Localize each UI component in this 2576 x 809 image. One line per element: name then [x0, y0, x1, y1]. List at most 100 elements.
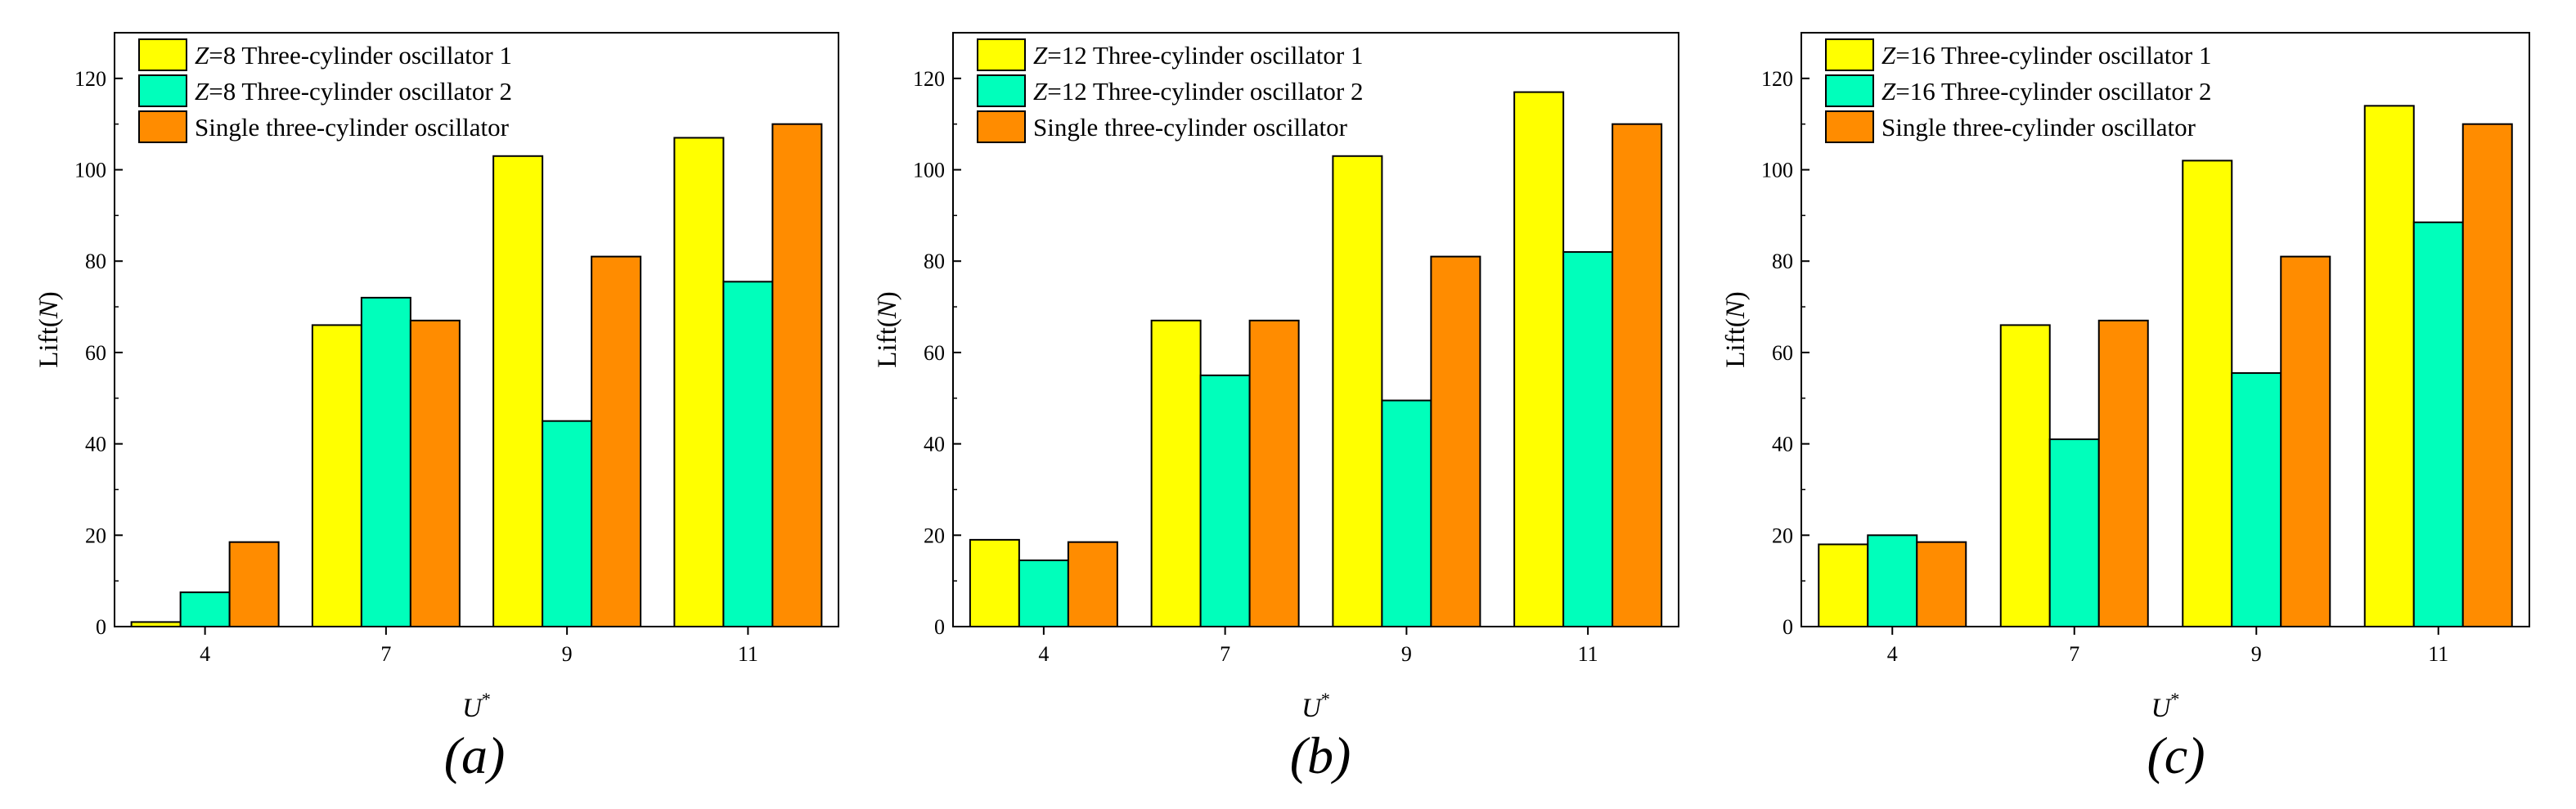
legend-swatch-3 [977, 110, 1026, 143]
legend-swatch-2 [138, 74, 187, 107]
y-tick-label: 20 [85, 524, 106, 547]
bar-2-7 [1199, 374, 1251, 627]
y-tick-label: 0 [1783, 615, 1793, 639]
y-tick-label: 40 [85, 433, 106, 456]
bar-1-9 [1332, 155, 1383, 628]
bar-1-7 [1999, 324, 2051, 627]
legend-label-3: Single three-cylinder oscillator [195, 113, 510, 142]
legend-label-1: Z=8 Three-cylinder oscillator 1 [195, 41, 512, 70]
chart-panel-2: 0 20 40 60 80 100 120 4 7 9 11 U* Lift(N) Z=12 Three-… [873, 32, 1679, 784]
x-tick-label: 7 [2069, 642, 2079, 666]
bar-3-7 [409, 319, 461, 627]
bar-2-7 [2048, 438, 2100, 627]
x-tick-label: 9 [1401, 642, 1412, 666]
bar-2-4 [1018, 560, 1069, 627]
y-tick-label: 20 [1772, 524, 1793, 547]
legend-label-2: Z=8 Three-cylinder oscillator 2 [195, 77, 512, 106]
y-tick-label: 40 [924, 433, 945, 456]
y-tick-label: 80 [1772, 249, 1793, 273]
y-tick-label: 100 [913, 159, 945, 182]
y-axis-label: Lift(N) [873, 291, 902, 368]
y-tick-label: 100 [1761, 159, 1793, 182]
panel-label: (a) [444, 726, 506, 784]
bar-1-9 [2182, 160, 2233, 628]
x-tick-label: 9 [2251, 642, 2262, 666]
bar-3-9 [591, 255, 642, 627]
legend-swatch-1 [138, 38, 187, 71]
bar-1-7 [311, 324, 362, 627]
x-tick-label: 4 [1038, 642, 1049, 666]
x-axis-label: U* [1301, 689, 1330, 723]
bar-3-9 [2280, 255, 2331, 627]
y-tick-label: 20 [924, 524, 945, 547]
bar-3-4 [1067, 541, 1118, 628]
y-tick-label: 120 [1761, 67, 1793, 91]
bar-2-11 [722, 281, 774, 627]
bar-3-7 [1248, 319, 1300, 627]
y-tick-label: 60 [924, 341, 945, 365]
y-tick-label: 60 [85, 341, 106, 365]
legend-label-3: Single three-cylinder oscillator [1033, 113, 1348, 142]
bar-1-11 [1513, 91, 1565, 628]
y-tick-label: 100 [74, 159, 106, 182]
x-tick-label: 4 [200, 642, 210, 666]
legend-swatch-2 [1825, 74, 1874, 107]
x-tick-label: 11 [738, 642, 758, 666]
x-tick-label: 9 [562, 642, 573, 666]
y-tick-label: 120 [74, 67, 106, 91]
bar-1-9 [492, 155, 544, 628]
bar-1-11 [2363, 105, 2415, 628]
panel-label: (b) [1290, 726, 1351, 784]
legend-label-3: Single three-cylinder oscillator [1881, 113, 2196, 142]
x-tick-label: 4 [1887, 642, 1898, 666]
bar-3-11 [1612, 123, 1663, 627]
bar-2-9 [1381, 399, 1432, 627]
axes-frame [1801, 32, 2530, 627]
bar-1-4 [969, 538, 1020, 628]
y-tick-label: 80 [924, 249, 945, 273]
legend-swatch-2 [977, 74, 1026, 107]
bar-2-7 [360, 296, 411, 627]
x-tick-label: 7 [380, 642, 391, 666]
legend-label-2: Z=12 Three-cylinder oscillator 2 [1033, 77, 1363, 106]
x-axis-label: U* [2151, 689, 2180, 723]
bar-3-7 [2097, 319, 2149, 627]
bar-1-4 [1818, 543, 1869, 628]
y-tick-label: 40 [1772, 433, 1793, 456]
bar-3-9 [1430, 255, 1481, 627]
chart-panel-1: 0 20 40 60 80 100 120 4 7 9 11 U* Lift(N) Z=8 Three-c… [34, 32, 839, 784]
y-tick-label: 60 [1772, 341, 1793, 365]
legend-swatch-3 [1825, 110, 1874, 143]
bar-1-11 [673, 137, 725, 627]
y-tick-label: 120 [913, 67, 945, 91]
legend-swatch-3 [138, 110, 187, 143]
legend-swatch-1 [1825, 38, 1874, 71]
legend-label-1: Z=16 Three-cylinder oscillator 1 [1881, 41, 2211, 70]
bar-3-11 [2461, 123, 2513, 627]
bar-1-4 [130, 621, 182, 628]
bar-1-7 [1150, 319, 1202, 627]
legend-label-2: Z=16 Three-cylinder oscillator 2 [1881, 77, 2211, 106]
bar-2-4 [1867, 534, 1918, 627]
axes-frame [114, 32, 839, 627]
y-axis-label: Lift(N) [1721, 291, 1751, 368]
y-tick-label: 0 [934, 615, 945, 639]
y-tick-label: 80 [85, 249, 106, 273]
bar-2-9 [542, 420, 593, 628]
legend-swatch-1 [977, 38, 1026, 71]
legend-label-1: Z=12 Three-cylinder oscillator 1 [1033, 41, 1363, 70]
legend: Z=16 Three-cylinder oscillator 1 Z=16 Thr… [1825, 38, 2211, 143]
chart-panel-3: 0 20 40 60 80 100 120 4 7 9 11 U* Lift(N) Z=16 Three-… [1721, 32, 2530, 784]
x-axis-label: U* [462, 689, 491, 723]
legend: Z=12 Three-cylinder oscillator 1 Z=12 Thr… [977, 38, 1363, 143]
y-tick-label: 0 [96, 615, 106, 639]
x-tick-label: 7 [1220, 642, 1230, 666]
bar-2-4 [179, 591, 231, 627]
bar-3-4 [1916, 541, 1967, 628]
bar-2-11 [1562, 251, 1614, 627]
y-axis-label: Lift(N) [34, 291, 64, 368]
x-tick-label: 11 [1578, 642, 1598, 666]
bar-3-4 [228, 541, 280, 628]
bar-2-9 [2231, 372, 2282, 627]
